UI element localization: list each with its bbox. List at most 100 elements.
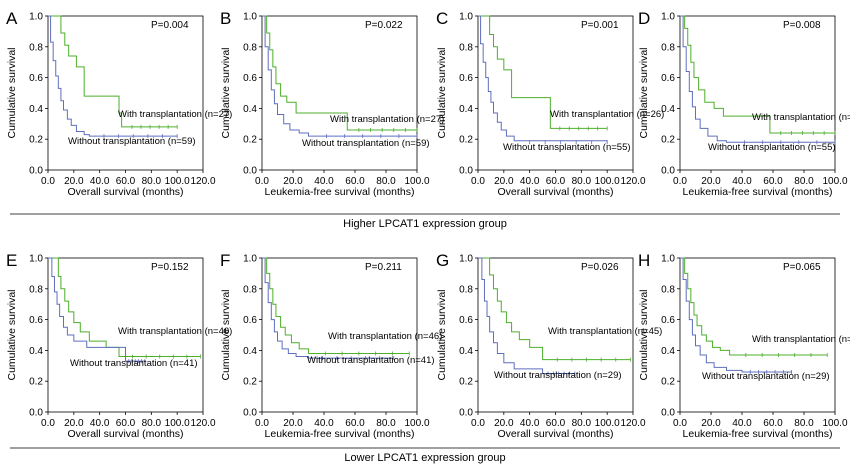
y-tick-label: 1.0 [661,12,675,23]
y-tick-label: 0.0 [661,408,675,419]
x-tick-label: 40.0 [732,418,752,429]
x-tick-label: 0.0 [471,176,485,187]
series-label-with: With transplantation (n=26) [752,112,850,123]
y-tick-label: 0.6 [459,315,473,326]
panel-letter: F [220,251,230,270]
x-tick-label: 80.0 [142,418,162,429]
x-tick-label: 60.0 [546,176,566,187]
x-tick-label: 120.0 [620,176,645,187]
x-tick-label: 80.0 [794,176,814,187]
higher-group-title: Higher LPCAT1 expression group [343,218,507,230]
y-tick-label: 0.6 [29,73,43,84]
survival-line-without [262,257,394,359]
y-tick-label: 1.0 [29,12,43,23]
x-tick-label: 100.0 [165,418,190,429]
y-tick-label: 1.0 [661,254,675,265]
panel-h: H 0.0 0.2 0.4 0.6 0.8 1.0 0.0 20.0 40.0 60.0 80.0 10… [638,251,850,440]
x-tick-label: 80.0 [572,418,592,429]
series-label-with: With transplantation (n=45) [548,326,662,337]
y-tick-label: 1.0 [459,12,473,23]
y-tick-label: 0.2 [661,135,675,146]
x-tick-label: 0.0 [471,418,485,429]
x-tick-label: 100.0 [595,176,620,187]
x-tick-label: 20.0 [64,418,84,429]
panel-e: E 0.0 0.2 0.4 0.6 0.8 1.0 0.0 20.0 40.0 60.0 80.0 10… [6,251,232,440]
series-label-without: Without transplantation (n=41) [70,358,198,369]
x-tick-label: 120.0 [620,418,645,429]
survival-line-without [478,257,575,374]
y-tick-label: 1.0 [459,254,473,265]
survival-line-with [680,15,835,134]
y-tick-label: 0.0 [243,408,257,419]
y-tick-label: 0.0 [29,408,43,419]
p-value: P=0.152 [151,262,189,273]
p-value: P=0.001 [581,20,619,31]
x-tick-label: 40.0 [520,418,540,429]
y-tick-label: 0.8 [459,284,473,295]
x-tick-label: 60.0 [345,418,365,429]
x-axis-label: Leukemia-free survival (months) [265,186,415,198]
y-tick-label: 0.4 [243,346,257,357]
y-tick-label: 0.4 [661,104,675,115]
series-label-with: With transplantation (n=27) [118,109,232,120]
p-value: P=0.022 [365,20,403,31]
x-tick-label: 80.0 [376,176,396,187]
p-value: P=0.026 [581,262,619,273]
panel-letter: B [220,9,231,28]
survival-line-with [262,257,410,354]
x-axis-label: Overall survival (months) [497,186,613,198]
survival-line-with [478,257,631,361]
panel-letter: D [638,9,650,28]
y-tick-label: 0.2 [29,377,43,388]
survival-line-without [48,257,145,362]
p-value: P=0.008 [783,20,821,31]
y-axis-label: Cumulative survival [436,289,448,380]
x-tick-label: 40.0 [314,418,334,429]
series-label-without: Without transplantation (n=55) [708,142,836,153]
series-label-with: With transplantation (n=45) [752,334,850,345]
survival-line-with [262,15,417,131]
x-tick-label: 40.0 [90,418,110,429]
p-value: P=0.211 [365,262,402,273]
y-tick-label: 0.2 [243,135,257,146]
x-tick-label: 60.0 [116,176,136,187]
y-tick-label: 0.4 [29,104,43,115]
panel-a: A 0.0 0.2 0.4 0.6 0.8 1.0 0.0 20.0 40.0 60.0 80.0 10… [6,9,232,198]
x-tick-label: 100.0 [165,176,190,187]
x-tick-label: 0.0 [673,176,687,187]
y-tick-label: 0.4 [661,346,675,357]
y-tick-label: 0.2 [29,135,43,146]
x-tick-label: 100.0 [404,176,429,187]
panel-letter: C [436,9,448,28]
y-tick-label: 0.0 [29,166,43,177]
x-tick-label: 0.0 [41,418,55,429]
x-tick-label: 20.0 [494,176,514,187]
x-tick-label: 20.0 [64,176,84,187]
y-tick-label: 0.8 [29,284,43,295]
series-label-without: Without transplantation (n=59) [302,138,430,149]
y-tick-label: 0.2 [661,377,675,388]
x-tick-label: 0.0 [255,176,269,187]
x-tick-label: 0.0 [41,176,55,187]
x-tick-label: 0.0 [673,418,687,429]
x-tick-label: 0.0 [255,418,269,429]
x-tick-label: 20.0 [494,418,514,429]
survival-line-with [478,15,608,129]
x-axis-label: Overall survival (months) [497,428,613,440]
x-tick-label: 100.0 [595,418,620,429]
panel-d: D 0.0 0.2 0.4 0.6 0.8 1.0 0.0 20.0 40.0 60.0 80.0 10… [638,9,850,198]
series-label-without: Without transplantation (n=29) [494,370,622,381]
y-tick-label: 0.2 [459,377,473,388]
x-axis-label: Leukemia-free survival (months) [683,186,833,198]
y-tick-label: 1.0 [243,254,257,265]
y-tick-label: 0.6 [243,315,257,326]
y-tick-label: 0.6 [29,315,43,326]
y-tick-label: 0.0 [459,166,473,177]
y-axis-label: Cumulative survival [638,289,650,380]
survival-line-without [478,15,608,143]
y-tick-label: 0.8 [661,284,675,295]
x-tick-label: 40.0 [520,176,540,187]
y-tick-label: 0.0 [661,166,675,177]
panel-letter: G [436,251,449,270]
survival-line-with [48,257,201,358]
